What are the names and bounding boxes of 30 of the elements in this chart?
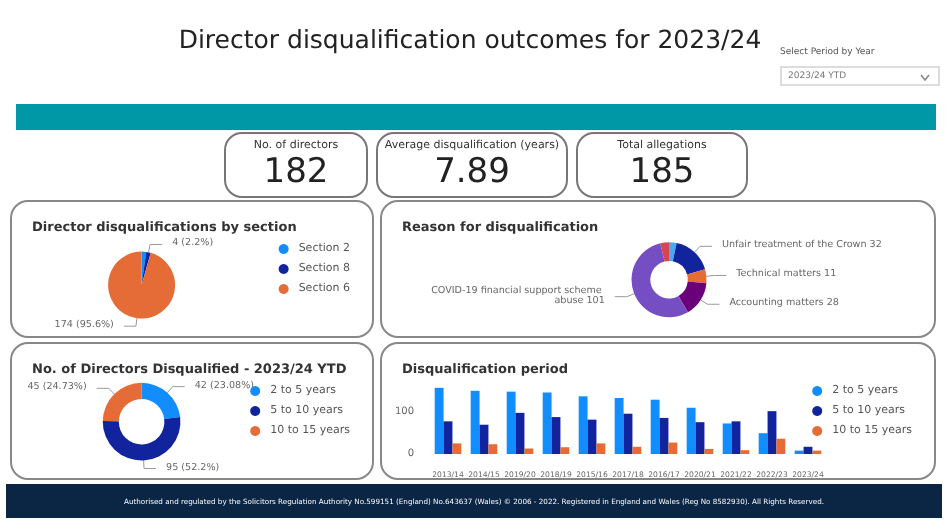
bar	[722, 423, 732, 454]
bar	[704, 448, 714, 454]
bar	[668, 442, 678, 454]
text: Director disqualification outcomes for 2023/24	[176, 24, 764, 54]
bar	[551, 417, 561, 454]
bar	[596, 443, 606, 454]
bar	[776, 438, 786, 454]
bar	[488, 444, 498, 454]
text: 7.89	[432, 152, 512, 192]
bar	[470, 390, 480, 454]
bar	[560, 447, 570, 454]
bar	[659, 417, 669, 454]
bar	[515, 412, 525, 454]
bar	[632, 446, 642, 454]
bar	[443, 421, 453, 454]
bar	[758, 433, 768, 454]
bar	[650, 399, 660, 454]
bar	[767, 411, 777, 454]
bar	[542, 392, 552, 454]
bar	[695, 422, 705, 454]
text: 185	[627, 152, 697, 192]
bar	[506, 391, 516, 454]
bar	[731, 421, 741, 454]
text: 182	[261, 152, 331, 192]
bar	[434, 387, 444, 454]
bar	[452, 443, 462, 454]
bar	[686, 407, 696, 454]
bar	[524, 448, 534, 454]
bar	[578, 396, 588, 454]
bar	[614, 398, 624, 454]
